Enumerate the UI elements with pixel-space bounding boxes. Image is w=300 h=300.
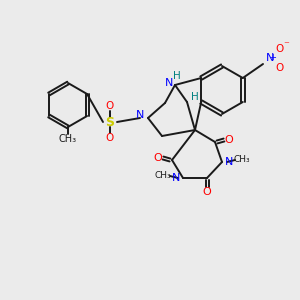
- Text: CH₃: CH₃: [234, 154, 250, 164]
- Text: H: H: [191, 92, 199, 102]
- Text: O: O: [106, 133, 114, 143]
- Text: O: O: [225, 135, 233, 145]
- Text: O: O: [276, 44, 284, 54]
- Text: N: N: [136, 110, 144, 120]
- Text: S: S: [106, 116, 115, 128]
- Text: N: N: [165, 78, 173, 88]
- Text: CH₃: CH₃: [59, 134, 77, 144]
- Text: N: N: [172, 173, 180, 183]
- Text: O: O: [106, 101, 114, 111]
- Text: N: N: [266, 53, 274, 63]
- Text: ⁻: ⁻: [283, 40, 289, 50]
- Text: O: O: [275, 63, 283, 73]
- Text: +: +: [270, 52, 276, 62]
- Text: O: O: [202, 187, 211, 197]
- Text: O: O: [154, 153, 162, 163]
- Text: N: N: [225, 157, 233, 167]
- Text: H: H: [173, 71, 181, 81]
- Text: CH₃: CH₃: [155, 170, 171, 179]
